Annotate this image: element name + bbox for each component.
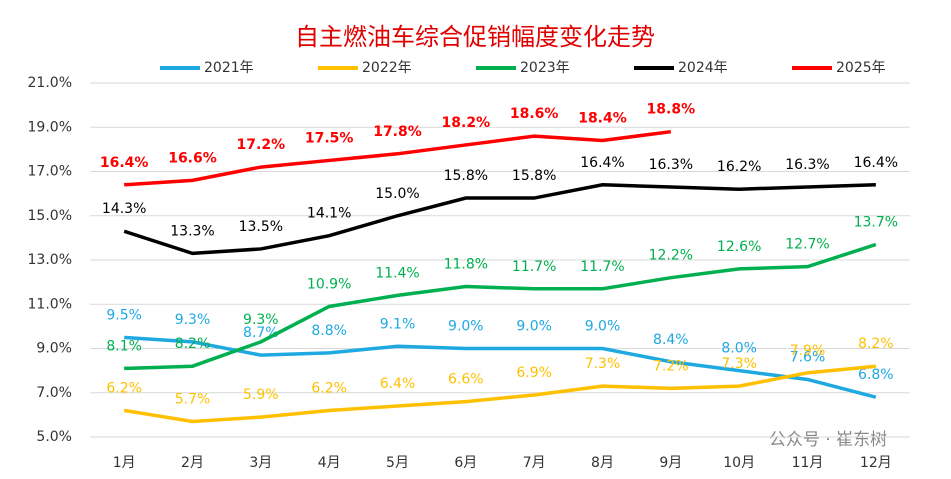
data-label: 11.4% xyxy=(375,265,419,281)
data-label: 12.2% xyxy=(649,248,693,264)
data-label: 8.2% xyxy=(858,336,894,352)
data-label: 18.8% xyxy=(647,102,696,118)
data-label: 12.6% xyxy=(717,239,761,255)
x-tick-label: 5月 xyxy=(386,455,409,471)
x-tick-label: 7月 xyxy=(523,455,546,471)
data-label: 7.3% xyxy=(585,356,621,372)
y-tick-label: 19.0% xyxy=(28,119,72,135)
y-tick-label: 15.0% xyxy=(28,208,72,224)
data-label: 7.2% xyxy=(653,358,689,374)
x-tick-label: 3月 xyxy=(249,455,272,471)
data-label: 9.0% xyxy=(516,319,552,335)
data-label: 9.1% xyxy=(380,316,416,332)
data-label: 17.2% xyxy=(237,137,286,153)
data-label: 16.6% xyxy=(168,150,217,166)
legend-label: 2025年 xyxy=(836,60,886,76)
data-label: 16.4% xyxy=(100,155,149,171)
data-label: 5.9% xyxy=(243,387,279,403)
series-line xyxy=(123,183,876,256)
data-label: 9.0% xyxy=(585,319,621,335)
data-label: 13.3% xyxy=(170,223,214,239)
chart-title: 自主燃油车综合促销幅度变化走势 xyxy=(295,23,655,51)
data-label: 16.3% xyxy=(785,157,829,173)
x-tick-label: 11月 xyxy=(792,455,824,471)
watermark: 公众号 · 崔东树 xyxy=(769,430,887,450)
data-label: 10.9% xyxy=(307,276,351,292)
data-label: 18.4% xyxy=(578,111,627,127)
data-label: 6.2% xyxy=(106,380,142,396)
data-label: 8.8% xyxy=(311,323,347,339)
data-label: 8.0% xyxy=(721,341,757,357)
legend-label: 2022年 xyxy=(362,60,412,76)
series-line xyxy=(124,242,877,371)
x-tick-label: 8月 xyxy=(591,455,614,471)
legend-label: 2024年 xyxy=(678,60,728,76)
y-tick-label: 21.0% xyxy=(28,75,72,91)
data-label: 7.9% xyxy=(790,343,826,359)
data-label: 15.8% xyxy=(512,168,556,184)
x-tick-label: 6月 xyxy=(454,455,477,471)
y-tick-label: 17.0% xyxy=(28,164,72,180)
data-label: 15.0% xyxy=(375,186,419,202)
y-tick-label: 5.0% xyxy=(36,429,72,445)
y-tick-label: 11.0% xyxy=(28,296,72,312)
data-label: 8.4% xyxy=(653,332,689,348)
data-label: 9.3% xyxy=(175,312,211,328)
data-label: 13.7% xyxy=(854,215,898,231)
x-tick-label: 2月 xyxy=(181,455,204,471)
data-label: 11.7% xyxy=(512,259,556,275)
data-label: 5.7% xyxy=(175,392,211,408)
x-tick-label: 9月 xyxy=(659,455,682,471)
data-label: 18.2% xyxy=(442,115,491,131)
legend-label: 2023年 xyxy=(520,60,570,76)
data-label: 6.2% xyxy=(311,380,347,396)
data-label: 7.3% xyxy=(721,356,757,372)
data-label: 6.9% xyxy=(516,365,552,381)
series-line xyxy=(124,129,672,187)
series-line xyxy=(124,335,877,399)
data-label: 14.3% xyxy=(102,201,146,217)
x-tick-label: 12月 xyxy=(860,455,892,471)
data-label: 15.8% xyxy=(444,168,488,184)
series-line xyxy=(123,364,877,424)
data-label: 12.7% xyxy=(785,237,829,253)
data-label: 6.4% xyxy=(380,376,416,392)
data-label: 9.0% xyxy=(448,319,484,335)
y-tick-label: 7.0% xyxy=(36,385,72,401)
data-label: 8.2% xyxy=(175,336,211,352)
data-label: 17.5% xyxy=(305,130,354,146)
data-label: 11.8% xyxy=(444,257,488,273)
data-label: 13.5% xyxy=(239,219,283,235)
data-label: 6.6% xyxy=(448,372,484,388)
y-tick-label: 9.0% xyxy=(36,341,72,357)
data-label: 16.3% xyxy=(649,157,693,173)
data-label: 7.6% xyxy=(790,349,826,365)
data-label: 14.1% xyxy=(307,206,351,222)
data-label: 16.2% xyxy=(717,159,761,175)
legend-label: 2021年 xyxy=(204,60,254,76)
data-label: 18.6% xyxy=(510,106,559,122)
y-tick-label: 13.0% xyxy=(28,252,72,268)
data-label: 8.1% xyxy=(106,338,142,354)
x-tick-label: 4月 xyxy=(318,455,341,471)
x-tick-label: 1月 xyxy=(113,455,136,471)
data-label: 9.5% xyxy=(106,307,142,323)
data-label: 16.4% xyxy=(854,155,898,171)
data-label: 11.7% xyxy=(580,259,624,275)
data-label: 16.4% xyxy=(580,155,624,171)
data-label: 17.8% xyxy=(373,124,422,140)
data-label: 9.3% xyxy=(243,312,279,328)
data-label: 6.8% xyxy=(858,367,894,383)
x-tick-label: 10月 xyxy=(723,455,755,471)
